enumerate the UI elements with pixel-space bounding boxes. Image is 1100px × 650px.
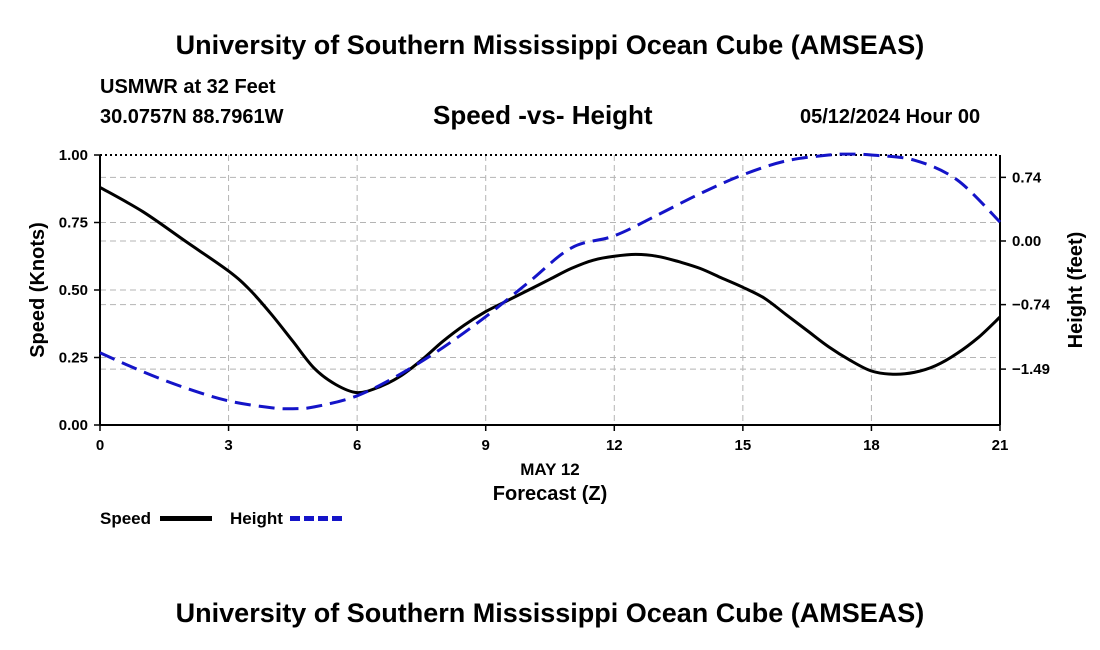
y-left-tick-label: 1.00 [59,147,88,164]
legend-speed-label: Speed [100,509,152,528]
y-left-tick-label: 0.25 [59,350,88,367]
x-axis-title: Forecast (Z) [493,483,607,505]
coordinates-label: 30.0757N 88.7961W [100,106,284,128]
series-line-speed [99,186,1002,395]
footer-title: University of Southern Mississippi Ocean… [175,598,925,628]
y-right-tick-label: −1.49 [1012,361,1050,378]
legend-height-label: Height [230,509,283,528]
legend-speed-swatch [160,516,212,521]
y-axis-right-title: Height (feet) [1065,232,1087,349]
chart-subtitle: Speed -vs- Height [433,100,653,130]
series-line-height [99,152,1002,411]
x-tick-label: 12 [606,437,623,454]
y-right-tick-label: −0.74 [1012,297,1051,314]
y-left-tick-label: 0.50 [59,282,88,299]
x-tick-label: 0 [96,437,104,454]
y-left-tick-label: 0.75 [59,215,88,232]
y-axis-left-title: Speed (Knots) [27,222,49,358]
y-left-tick-label: 0.00 [59,417,88,434]
legend-height-swatch [290,516,342,521]
station-label: USMWR at 32 Feet [100,76,276,98]
main-title: University of Southern Mississippi Ocean… [175,30,925,60]
x-tick-label: 6 [353,437,361,454]
datetime-label: 05/12/2024 Hour 00 [800,106,981,128]
y-right-tick-label: 0.00 [1012,233,1041,250]
x-axis-date-label: MAY 12 [520,460,580,479]
y-right-tick-label: 0.74 [1012,169,1042,186]
x-tick-label: 21 [992,437,1009,454]
x-tick-label: 15 [735,437,752,454]
x-tick-label: 3 [224,437,232,454]
x-tick-label: 18 [863,437,880,454]
x-tick-label: 9 [482,437,490,454]
